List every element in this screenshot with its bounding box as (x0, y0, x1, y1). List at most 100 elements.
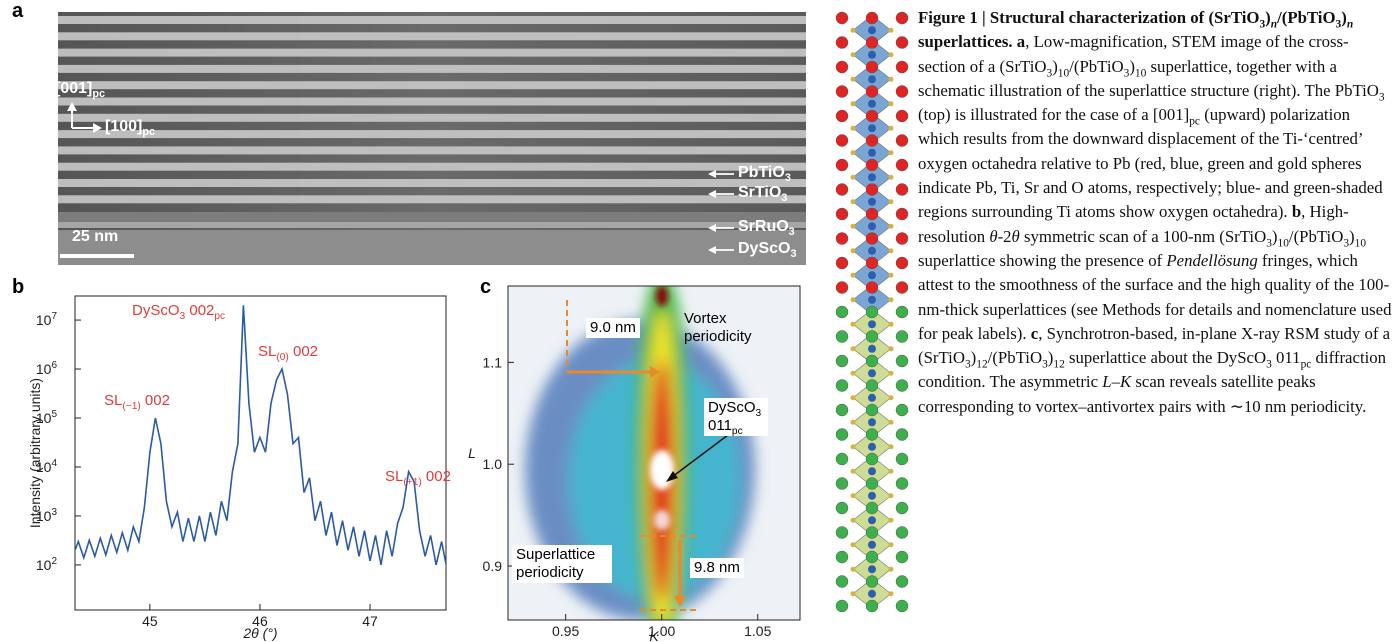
text-run: 011 (1271, 348, 1301, 368)
text-run: 9.0 nm (590, 319, 636, 336)
sr-atom (865, 452, 879, 466)
ti-atom (868, 271, 876, 280)
ti-atom (868, 148, 876, 157)
text-run: 002 (140, 392, 170, 409)
pb-atom (835, 109, 849, 123)
stem-band (58, 212, 806, 224)
text-run: 3 (1343, 237, 1350, 250)
text-run: 3 (1123, 66, 1130, 79)
sr-atom (835, 330, 849, 343)
y-axis-label: L (468, 445, 476, 461)
ti-atom (868, 26, 876, 35)
y-tick-label: 1.0 (483, 456, 503, 472)
map-peak (656, 286, 668, 306)
text-run: 3 (781, 192, 788, 205)
text-run: 3 (1335, 18, 1342, 31)
tick-exponent: 4 (51, 458, 57, 469)
o-atom (888, 272, 894, 278)
tick-exponent: 7 (51, 311, 57, 322)
map-peak (650, 450, 674, 490)
panel-label: a (12, 0, 24, 22)
pb-atom (835, 60, 849, 74)
text-run: 002 (288, 343, 319, 360)
ti-atom (868, 99, 876, 108)
pb-atom (895, 134, 909, 147)
o-atom (888, 395, 894, 401)
o-atom (888, 223, 894, 229)
text-run: 12 (976, 358, 988, 371)
x-tick-label: 47 (362, 613, 378, 629)
sr-atom (865, 550, 879, 564)
pb-atom (865, 256, 879, 270)
sr-atom (895, 354, 909, 368)
text-run: pc (1300, 358, 1312, 371)
sr-atom (865, 526, 879, 539)
pb-atom (835, 183, 849, 196)
text-run: ) (970, 348, 977, 368)
map-peak (654, 510, 670, 530)
o-atom (850, 419, 856, 425)
layer-arrows (708, 170, 734, 254)
text-run: SrRuO (738, 218, 789, 235)
pb-atom (865, 158, 879, 172)
axis-label: [001]pc (55, 80, 105, 100)
o-atom (850, 591, 856, 597)
pb-atom (835, 11, 849, 25)
arrow-head (67, 102, 77, 111)
sr-atom (865, 501, 879, 515)
o-atom (850, 493, 856, 499)
o-atom (888, 444, 894, 450)
o-atom (850, 76, 856, 82)
o-atom (850, 125, 856, 131)
y-tick-label: 102 (36, 556, 58, 573)
text-run: 3 (1046, 66, 1053, 79)
layer-label: DyScO3 (738, 240, 797, 260)
ti-atom (868, 320, 876, 329)
o-atom (888, 566, 894, 572)
text-run: 10 (1134, 66, 1147, 79)
data-line (75, 305, 446, 569)
text-run: PbTiO (738, 164, 785, 181)
text-run: 3 (788, 226, 795, 239)
ti-atom (868, 344, 876, 353)
ti-atom (868, 491, 876, 500)
o-atom (850, 395, 856, 401)
text-run: /(PbTiO (987, 348, 1043, 368)
pb-atom (895, 207, 909, 221)
peak-label: SL(+1) 002 (385, 468, 451, 488)
ti-atom (868, 393, 876, 402)
y-tick-label: 0.9 (483, 558, 503, 574)
ti-atom (868, 246, 876, 255)
text-run: (top) is illustrated for the case of a [… (918, 105, 1190, 125)
sr-atom (835, 403, 849, 417)
pb-atom (835, 207, 849, 221)
sr-atom (895, 550, 909, 564)
ti-atom (868, 50, 876, 59)
text-run: 3 (784, 172, 791, 185)
tick-base: 10 (36, 410, 52, 426)
text-run: n (1270, 18, 1278, 31)
pb-atom (865, 109, 879, 123)
stem-image (58, 12, 806, 265)
pb-atom (895, 36, 909, 49)
text-run: SrTiO (738, 184, 782, 201)
o-atom (850, 52, 856, 58)
o-atom (888, 150, 894, 156)
o-atom (850, 150, 856, 156)
arrow-head (674, 596, 686, 607)
text-run: pc (142, 126, 156, 139)
sr-atom (835, 501, 849, 515)
text-run: , Synchrotron-based, in-plane X-ray RSM … (918, 323, 1391, 368)
text-run: [001] (55, 80, 93, 97)
text-run: K (1119, 372, 1132, 392)
ti-atom (868, 222, 876, 231)
pb-atom (865, 183, 879, 196)
sr-atom (835, 354, 849, 368)
sr-atom (865, 305, 879, 319)
o-atom (888, 174, 894, 180)
sr-atom (835, 305, 849, 319)
stem-band (58, 162, 806, 171)
text-run: θ (1011, 226, 1020, 246)
y-axis-label: Intensity (arbitrary units) (27, 378, 43, 528)
